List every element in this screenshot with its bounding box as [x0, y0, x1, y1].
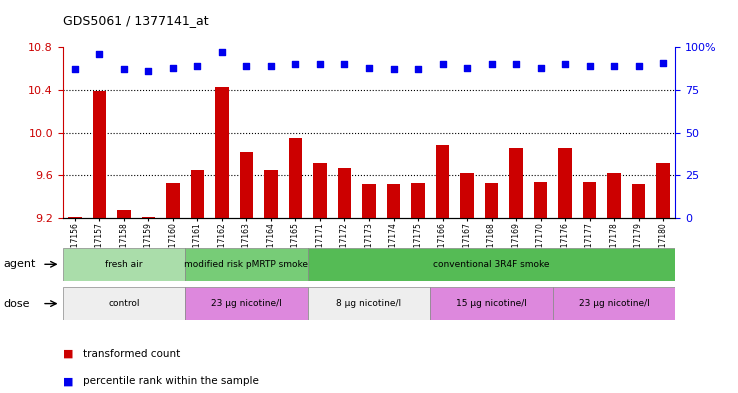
Point [289, 61, 301, 67]
Bar [387, 184, 400, 218]
Text: 8 μg nicotine/l: 8 μg nicotine/l [337, 299, 401, 308]
Bar [166, 183, 180, 218]
Bar [289, 138, 303, 218]
Bar [534, 182, 548, 218]
Point [265, 63, 277, 69]
Bar [264, 170, 277, 218]
Bar [435, 145, 449, 218]
Point [94, 51, 106, 57]
Bar [656, 163, 670, 218]
Point [608, 63, 620, 69]
Text: 23 μg nicotine/l: 23 μg nicotine/l [579, 299, 649, 308]
Text: 15 μg nicotine/l: 15 μg nicotine/l [456, 299, 527, 308]
Point [510, 61, 522, 67]
Bar [142, 217, 155, 218]
Point [192, 63, 204, 69]
Point [387, 66, 399, 73]
Point [118, 66, 130, 73]
Bar [240, 152, 253, 218]
Bar [607, 173, 621, 218]
Text: agent: agent [4, 259, 36, 269]
Text: fresh air: fresh air [106, 260, 142, 269]
Text: percentile rank within the sample: percentile rank within the sample [83, 376, 259, 386]
Bar [558, 148, 572, 218]
Bar [63, 248, 185, 281]
Bar [308, 287, 430, 320]
Point [314, 61, 326, 67]
Point [142, 68, 154, 74]
Bar [117, 209, 131, 218]
Bar [338, 168, 351, 218]
Point [339, 61, 351, 67]
Point [412, 66, 424, 73]
Bar [63, 287, 185, 320]
Bar [461, 173, 474, 218]
Bar [485, 183, 498, 218]
Point [632, 63, 644, 69]
Bar [68, 217, 82, 218]
Point [69, 66, 81, 73]
Point [657, 59, 669, 66]
Text: 23 μg nicotine/l: 23 μg nicotine/l [211, 299, 282, 308]
Text: transformed count: transformed count [83, 349, 181, 359]
Point [241, 63, 252, 69]
Bar [553, 287, 675, 320]
Point [559, 61, 571, 67]
Bar [190, 170, 204, 218]
Bar [308, 248, 675, 281]
Bar [93, 91, 106, 218]
Text: ■: ■ [63, 349, 73, 359]
Point [363, 64, 375, 71]
Point [216, 49, 228, 55]
Bar [411, 183, 425, 218]
Text: GDS5061 / 1377141_at: GDS5061 / 1377141_at [63, 14, 208, 27]
Text: conventional 3R4F smoke: conventional 3R4F smoke [433, 260, 550, 269]
Point [461, 64, 473, 71]
Bar [215, 87, 229, 218]
Point [167, 64, 179, 71]
Text: modified risk pMRTP smoke: modified risk pMRTP smoke [184, 260, 308, 269]
Point [534, 64, 546, 71]
Point [486, 61, 497, 67]
Bar [430, 287, 553, 320]
Bar [185, 287, 308, 320]
Bar [362, 184, 376, 218]
Bar [313, 163, 327, 218]
Bar [583, 182, 596, 218]
Point [584, 63, 596, 69]
Point [437, 61, 449, 67]
Bar [509, 148, 523, 218]
Bar [632, 184, 645, 218]
Bar [185, 248, 308, 281]
Text: dose: dose [4, 299, 30, 309]
Text: control: control [108, 299, 139, 308]
Text: ■: ■ [63, 376, 73, 386]
